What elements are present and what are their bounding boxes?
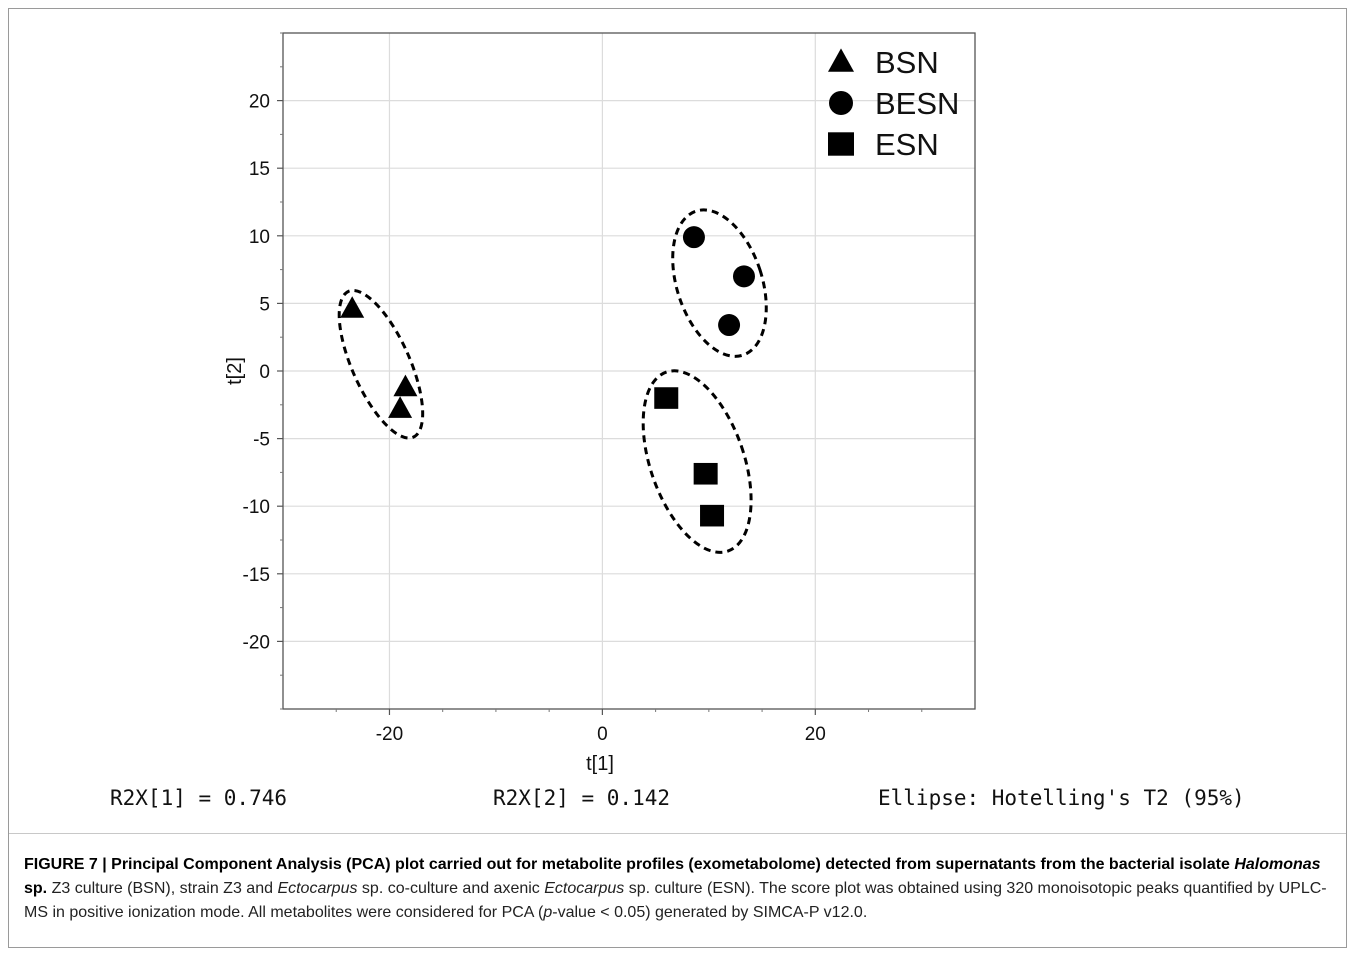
caption-italic-2: Ectocarpus xyxy=(544,880,625,897)
tick-label-x: 0 xyxy=(597,724,608,745)
figure-frame xyxy=(8,8,1347,948)
ellipse-note: Ellipse: Hotelling's T2 (95%) xyxy=(878,786,1245,810)
tick-label-y: 5 xyxy=(259,294,270,315)
caption-text-2: sp. co-culture and axenic xyxy=(357,880,545,897)
pca-score-plot: -20 -15 -10 -5 0 5 10 15 20 -20 0 20 BSN BESN ESN t[1… xyxy=(224,32,976,775)
tick-label-y: 20 xyxy=(249,92,270,113)
tick-label-y: 0 xyxy=(259,362,270,383)
y-axis-label: t[2] xyxy=(224,357,246,385)
point-esn xyxy=(700,504,725,527)
tick-label-y: -5 xyxy=(253,430,270,451)
legend-label-esn: ESN xyxy=(875,127,939,162)
tick-label-x: -20 xyxy=(376,724,403,745)
tick-label-y: -10 xyxy=(243,497,270,518)
x-axis-label: t[1] xyxy=(586,753,614,775)
point-bsn xyxy=(340,296,365,318)
data-points xyxy=(340,226,755,527)
legend-marker-bsn xyxy=(828,48,854,72)
legend-label-besn: BESN xyxy=(875,86,959,121)
point-besn xyxy=(682,226,705,249)
r2x1-stat: R2X[1] = 0.746 xyxy=(110,786,288,810)
ellipse-esn xyxy=(641,369,753,554)
caption-divider xyxy=(9,833,1346,834)
axis-ticks xyxy=(277,32,923,715)
caption-italic-1: Ectocarpus xyxy=(277,880,358,897)
point-besn xyxy=(718,314,741,337)
ellipse-bsn xyxy=(337,288,425,440)
caption-title-end: sp. xyxy=(24,880,48,897)
figure-caption: FIGURE 7 | Principal Component Analysis … xyxy=(24,853,1340,925)
point-besn xyxy=(732,265,755,288)
point-esn xyxy=(654,387,679,409)
legend-marker-besn xyxy=(829,91,853,115)
caption-title: FIGURE 7 | Principal Component Analysis … xyxy=(24,856,1235,873)
caption-text-1: Z3 culture (BSN), strain Z3 and xyxy=(47,880,278,897)
r2x2-stat: R2X[2] = 0.142 xyxy=(493,786,671,810)
tick-label-y: -20 xyxy=(243,632,270,653)
tick-label-y: -15 xyxy=(243,565,270,586)
grid-lines xyxy=(283,33,975,709)
ellipse-besn xyxy=(671,208,768,358)
caption-text-3: sp. culture (ESN). The score plot was ob… xyxy=(24,880,1327,921)
tick-labels: -20 -15 -10 -5 0 5 10 15 20 -20 0 20 xyxy=(243,92,826,745)
point-bsn xyxy=(388,396,413,418)
caption-text-4: -value < 0.05) generated by SIMCA-P v12.… xyxy=(552,904,868,921)
tick-label-x: 20 xyxy=(805,724,826,745)
tick-label-y: 10 xyxy=(249,227,270,248)
legend: BSN BESN ESN xyxy=(828,45,959,162)
caption-genus: Halomonas xyxy=(1234,856,1321,873)
point-bsn xyxy=(393,374,418,397)
point-esn xyxy=(693,462,718,485)
legend-label-bsn: BSN xyxy=(875,45,939,80)
caption-italic-3: p xyxy=(543,904,553,921)
tick-label-y: 15 xyxy=(249,159,270,180)
legend-marker-esn xyxy=(828,132,854,156)
